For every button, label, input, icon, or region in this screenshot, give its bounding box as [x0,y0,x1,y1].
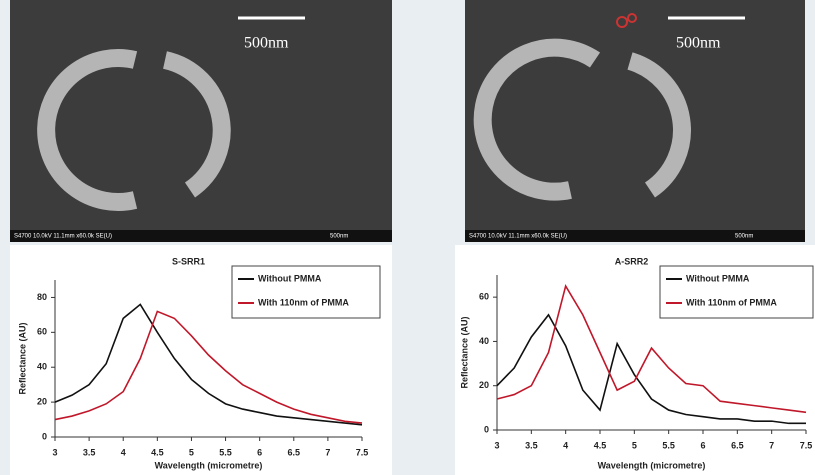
chart-title: S-SRR1 [172,256,205,266]
sem-background [465,0,805,242]
scale-label: 500nm [244,35,289,52]
x-tick-label: 4 [121,447,126,457]
x-axis-label: Wavelength (micrometre) [155,460,263,470]
legend-label: Without PMMA [686,273,750,283]
x-tick-label: 3 [52,447,57,457]
legend-label: Without PMMA [258,273,322,283]
y-tick-label: 80 [37,292,47,302]
sem-footer-scale: 500nm [330,234,348,240]
y-tick-label: 60 [479,292,489,302]
sem-image: 500nm S4700 10.0kV 11.1mm x60.0k SE(U) 5… [465,0,805,242]
x-tick-label: 7.5 [356,447,369,457]
y-tick-label: 0 [484,424,489,434]
y-tick-label: 20 [479,380,489,390]
sem-image: 500nm S4700 10.0kV 11.1mm x60.0k SE(U) 5… [10,0,392,242]
x-tick-label: 3.5 [525,440,538,450]
y-tick-label: 60 [37,327,47,337]
sem-footer-text: S4700 10.0kV 11.1mm x60.0k SE(U) [14,234,112,240]
legend-label: With 110nm of PMMA [258,297,349,307]
ring-arc [162,51,231,198]
x-tick-label: 6.5 [288,447,301,457]
x-tick-label: 5 [632,440,637,450]
x-axis-label: Wavelength (micrometre) [598,460,706,470]
data-line [496,313,806,425]
sem-footer-scale: 500nm [735,234,753,240]
y-tick-label: 40 [479,336,489,346]
y-axis-label: Reflectance (AU) [17,322,27,394]
icon [616,16,628,28]
y-tick-label: 40 [37,362,47,372]
data-line [496,284,807,414]
legend-box [659,265,814,319]
y-tick-label: 0 [42,431,47,441]
x-tick-label: 6.5 [731,440,744,450]
x-tick-label: 7 [769,440,774,450]
sem-background [10,0,392,242]
x-tick-label: 6 [700,440,705,450]
ring-arc [473,38,601,201]
x-tick-label: 4 [563,440,568,450]
sem-footer [465,230,805,242]
sem-footer-text: S4700 10.0kV 11.1mm x60.0k SE(U) [469,234,567,240]
legend-label: With 110nm of PMMA [686,297,777,307]
x-tick-label: 6 [257,447,262,457]
sem-footer [10,230,392,242]
scale-label: 500nm [676,35,721,52]
y-tick-label: 20 [37,396,47,406]
y-axis-label: Reflectance (AU) [459,316,469,388]
x-tick-label: 7 [325,447,330,457]
chart-title: A-SRR2 [615,256,649,266]
x-tick-label: 4.5 [594,440,607,450]
x-tick-label: 3.5 [83,447,96,457]
x-tick-label: 5.5 [219,447,232,457]
data-line [54,303,363,426]
ring-arc [627,52,691,198]
icon [627,13,637,23]
x-tick-label: 4.5 [151,447,164,457]
x-tick-label: 3 [494,440,499,450]
legend-box [231,265,381,319]
data-line [54,310,363,424]
x-tick-label: 5 [189,447,194,457]
x-tick-label: 7.5 [800,440,813,450]
x-tick-label: 5.5 [662,440,675,450]
ring-arc [37,49,138,211]
